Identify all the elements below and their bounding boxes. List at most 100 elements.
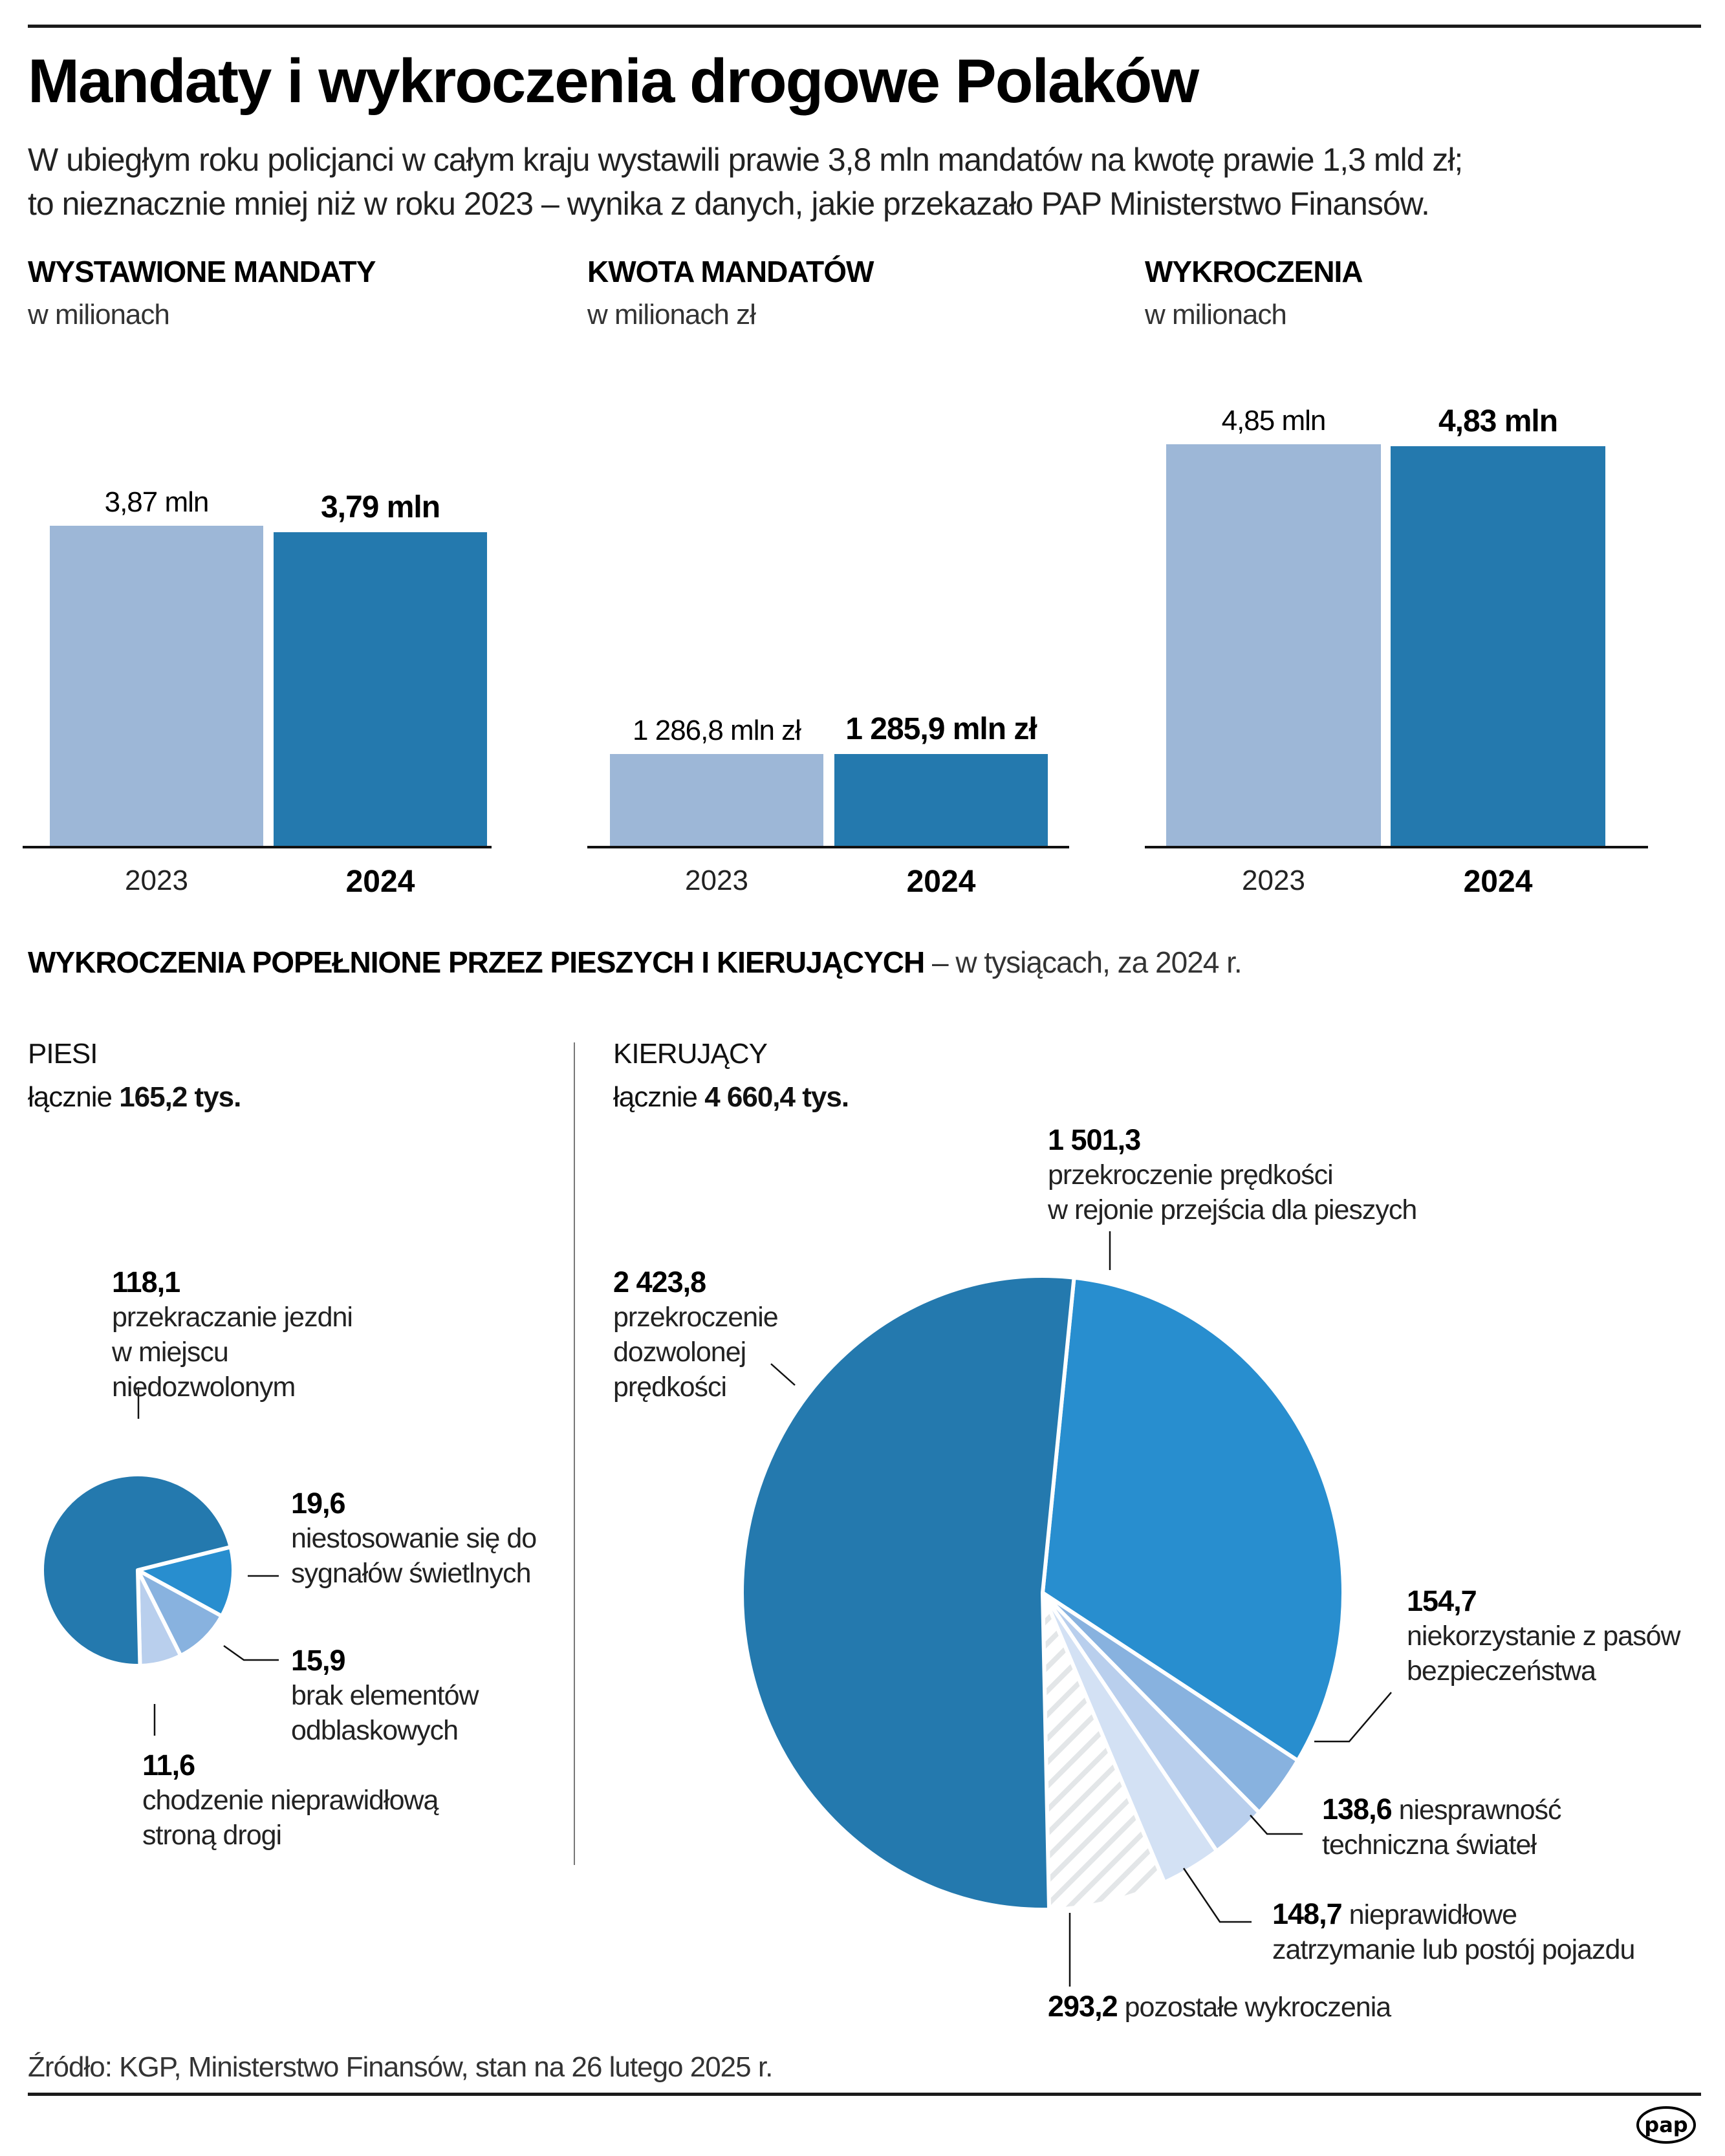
leader-line-148 xyxy=(1182,1868,1252,1923)
label-text: przekroczenie prędkości xyxy=(1048,1159,1334,1191)
label-value: 2 423,8 xyxy=(613,1266,706,1299)
label-piesi-19: 19,6 niestosowanie się do sygnałów świet… xyxy=(291,1485,537,1591)
pie-piesi xyxy=(40,1472,235,1668)
subtitle-line-1: W ubiegłym roku policjanci w całym kraju… xyxy=(28,142,1463,178)
label-text: pozostałe wykroczenia xyxy=(1117,1992,1392,2023)
label-text: bezpieczeństwa xyxy=(1407,1655,1596,1687)
label-text: odblaskowych xyxy=(291,1715,459,1746)
bar-value-label: 4,83 mln xyxy=(1438,404,1558,438)
pap-logo-text: pap xyxy=(1644,2113,1687,2137)
label-kier-2423: 2 423,8 przekroczenie dozwolonej prędkoś… xyxy=(613,1264,779,1405)
leader-line-138 xyxy=(1250,1815,1303,1835)
bar-chart-2-title: KWOTA MANDATÓW xyxy=(587,255,874,288)
label-text: nieprawidłowe xyxy=(1341,1899,1518,1930)
label-value: 118,1 xyxy=(112,1266,180,1299)
pie-slice xyxy=(1041,1275,1345,1763)
section-heading-light: – w tysiącach, za 2024 r. xyxy=(924,945,1242,979)
bar-chart-baseline xyxy=(23,846,492,848)
piesi-total-prefix: łącznie xyxy=(28,1081,113,1113)
label-text: chodzenie nieprawidłową xyxy=(142,1785,439,1816)
label-text: niekorzystanie z pasów xyxy=(1407,1621,1681,1652)
bar-value-label: 3,87 mln xyxy=(104,486,210,518)
bar-1-2024 xyxy=(274,532,487,846)
label-piesi-15: 15,9 brak elementów odblaskowych xyxy=(291,1643,479,1749)
label-text: prędkości xyxy=(613,1371,727,1403)
piesi-title: PIESI xyxy=(28,1038,98,1070)
pie-slice xyxy=(740,1274,1076,1912)
label-value: 148,7 xyxy=(1272,1897,1343,1930)
top-rule xyxy=(28,25,1701,28)
label-text: stroną drogi xyxy=(142,1820,282,1851)
section-divider xyxy=(574,1042,575,1865)
label-value: 19,6 xyxy=(291,1487,346,1520)
bar-value-label: 1 286,8 mln zł xyxy=(633,715,801,746)
pap-logo-icon: pap xyxy=(1636,2106,1696,2144)
section-heading: WYKROCZENIA POPEŁNIONE PRZEZ PIESZYCH I … xyxy=(28,947,1242,977)
page-title: Mandaty i wykroczenia drogowe Polaków xyxy=(28,47,1199,116)
subtitle-line-2: to nieznacznie mniej niż w roku 2023 – w… xyxy=(28,186,1430,222)
label-text: w rejonie przejścia dla pieszych xyxy=(1048,1194,1417,1225)
bar-value-label: 1 285,9 mln zł xyxy=(845,712,1037,747)
bar-chart-3-subtitle: w milionach xyxy=(1145,299,1287,330)
bar-chart-1-subtitle: w milionach xyxy=(28,299,170,330)
label-piesi-118: 118,1 przekraczanie jezdni w miejscu nie… xyxy=(112,1264,353,1405)
bar-3-2024 xyxy=(1391,446,1605,846)
piesi-total: łącznie 165,2 tys. xyxy=(28,1083,241,1112)
kierujacy-total-prefix: łącznie xyxy=(613,1081,698,1113)
label-text: przekraczanie jezdni xyxy=(112,1302,353,1333)
label-text: niedozwolonym xyxy=(112,1371,296,1403)
section-heading-bold: WYKROCZENIA POPEŁNIONE PRZEZ PIESZYCH I … xyxy=(28,945,925,979)
label-kier-1501: 1 501,3 przekroczenie prędkości w rejoni… xyxy=(1048,1122,1417,1228)
label-kier-154: 154,7 niekorzystanie z pasów bezpieczeńs… xyxy=(1407,1583,1681,1689)
kierujacy-total: łącznie 4 660,4 tys. xyxy=(613,1083,849,1112)
label-text: dozwolonej xyxy=(613,1337,746,1368)
leader-line-15 xyxy=(223,1644,279,1661)
label-value: 293,2 xyxy=(1048,1990,1118,2023)
x-tick-label: 2023 xyxy=(1242,865,1305,896)
bar-chart-3-title: WYKROCZENIA xyxy=(1145,255,1363,288)
leader-line-2423 xyxy=(770,1363,796,1386)
bar-value-label: 3,79 mln xyxy=(320,490,440,524)
bar-chart-baseline xyxy=(587,846,1069,848)
pie-kierujacy xyxy=(740,1274,1345,1912)
label-value: 138,6 xyxy=(1322,1793,1393,1826)
source-note: Źródło: KGP, Ministerstwo Finansów, stan… xyxy=(28,2051,773,2083)
bar-1-2023 xyxy=(50,525,263,846)
bar-2-2023 xyxy=(610,754,823,846)
label-text: techniczna świateł xyxy=(1322,1829,1537,1860)
label-text: w miejscu xyxy=(112,1337,229,1368)
label-value: 15,9 xyxy=(291,1644,346,1677)
pie-slice xyxy=(1041,1591,1167,1912)
leader-line-154 xyxy=(1314,1692,1392,1743)
bar-3-2023 xyxy=(1166,444,1381,846)
label-kier-293: 293,2 pozostałe wykroczenia xyxy=(1048,1989,1391,2025)
label-value: 1 501,3 xyxy=(1048,1123,1141,1156)
piesi-total-value: 165,2 tys. xyxy=(119,1081,241,1113)
bar-chart-1-title: WYSTAWIONE MANDATY xyxy=(28,255,376,288)
label-text: przekroczenie xyxy=(613,1302,779,1333)
x-tick-label: 2024 xyxy=(345,865,415,899)
label-kier-148: 148,7 nieprawidłowe zatrzymanie lub post… xyxy=(1272,1896,1635,1968)
x-tick-label: 2023 xyxy=(685,865,748,896)
label-text: brak elementów xyxy=(291,1680,479,1712)
x-tick-label: 2024 xyxy=(906,865,976,899)
x-tick-label: 2023 xyxy=(125,865,188,896)
bar-chart-baseline xyxy=(1145,846,1648,848)
bar-2-2024 xyxy=(834,754,1048,846)
bar-value-label: 4,85 mln xyxy=(1221,405,1327,437)
label-text: zatrzymanie lub postój pojazdu xyxy=(1272,1934,1635,1965)
bar-chart-2-subtitle: w milionach zł xyxy=(587,299,756,330)
label-value: 154,7 xyxy=(1407,1584,1477,1617)
label-text: niestosowanie się do xyxy=(291,1523,537,1555)
bottom-rule xyxy=(28,2093,1701,2096)
label-text: sygnałów świetlnych xyxy=(291,1558,532,1589)
label-value: 11,6 xyxy=(142,1749,195,1782)
label-kier-138: 138,6 niesprawność techniczna świateł xyxy=(1322,1791,1561,1863)
x-tick-label: 2024 xyxy=(1463,865,1533,899)
leader-lines xyxy=(137,1231,1392,1987)
kierujacy-title: KIERUJĄCY xyxy=(613,1038,768,1070)
kierujacy-total-value: 4 660,4 tys. xyxy=(704,1081,849,1113)
label-piesi-11: 11,6 chodzenie nieprawidłową stroną drog… xyxy=(142,1747,439,1853)
pie-slice xyxy=(40,1472,233,1668)
